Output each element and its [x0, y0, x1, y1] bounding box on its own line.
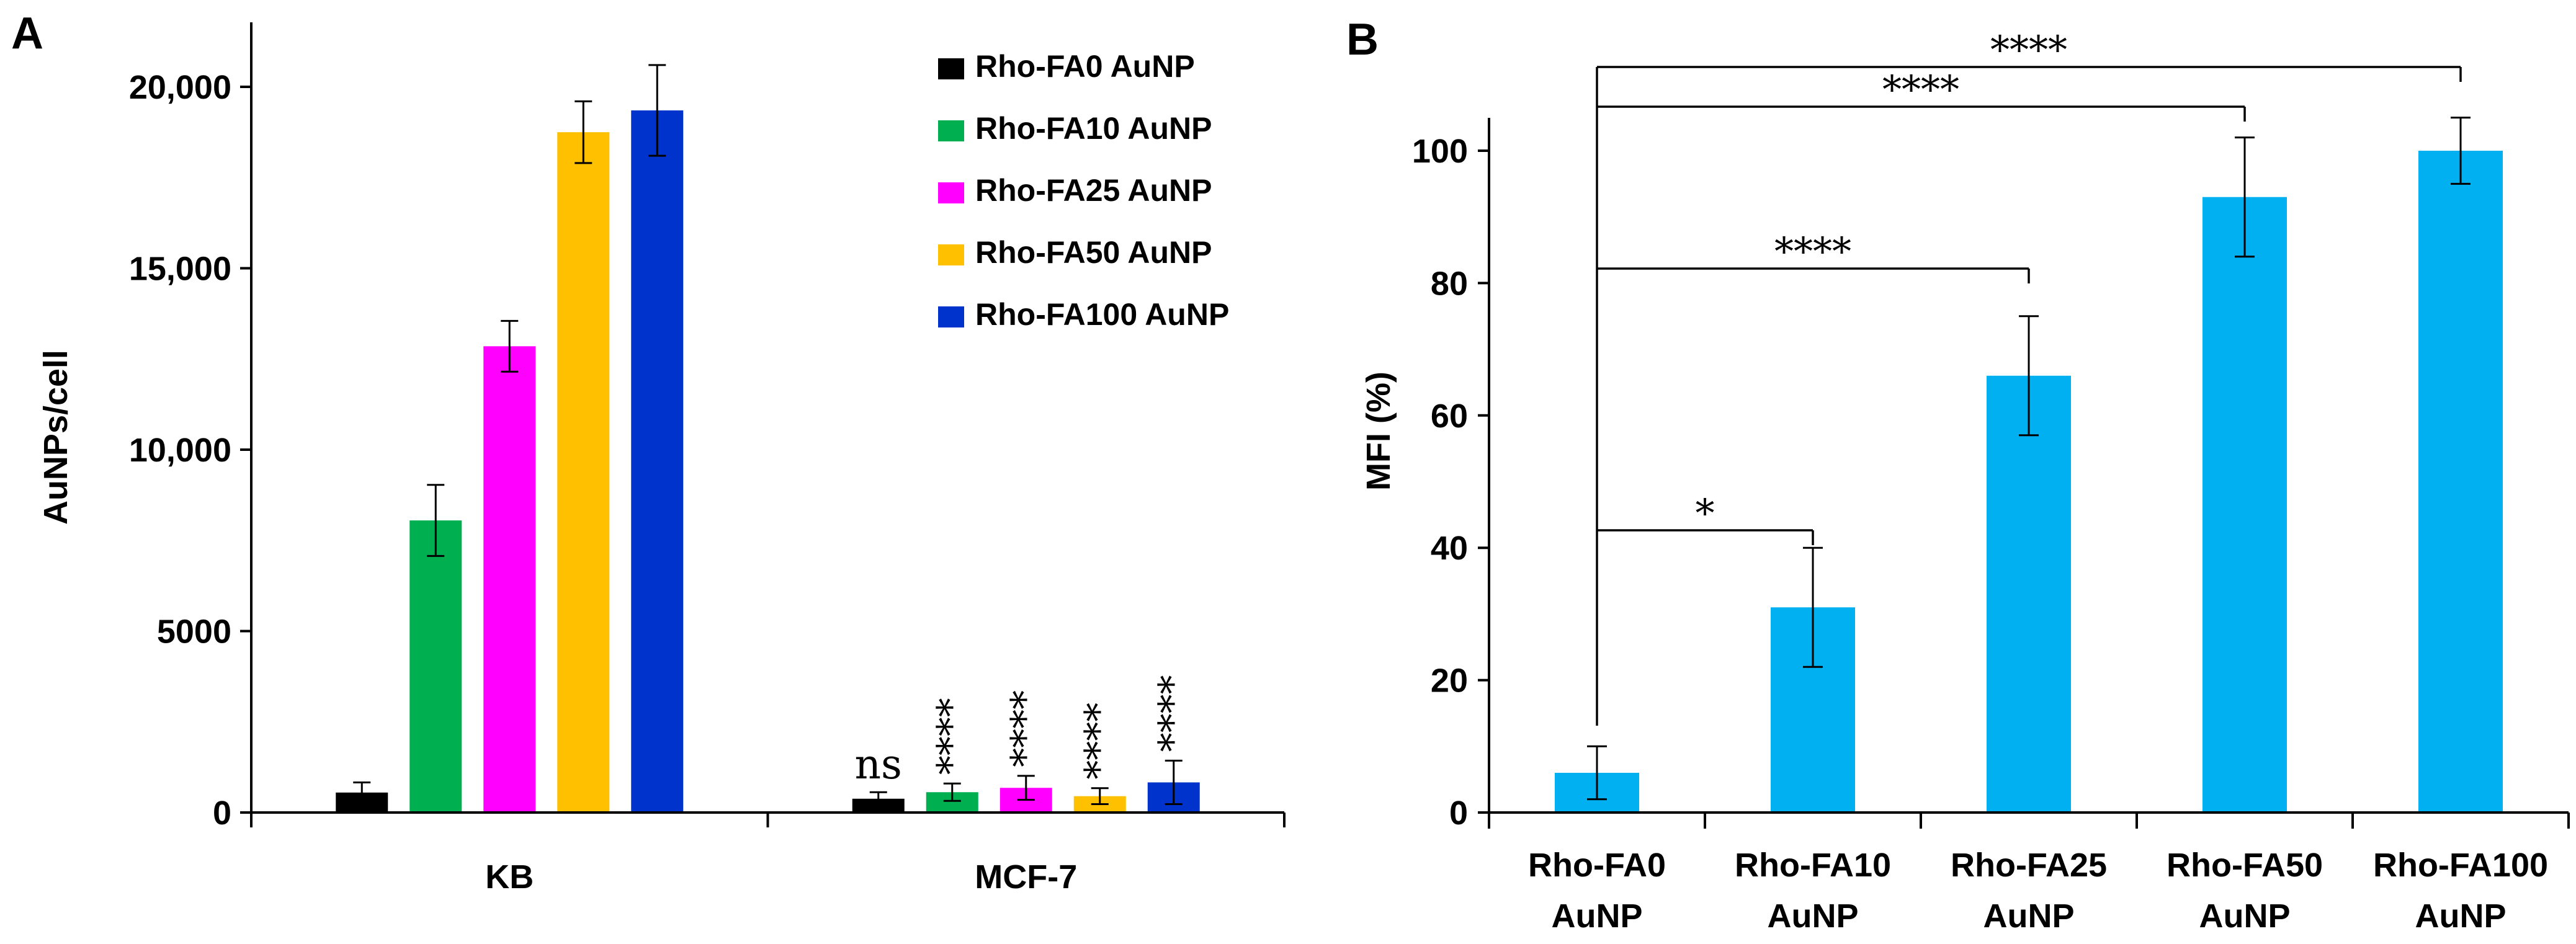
panel-label-b: B [1346, 15, 1379, 65]
x-tick-label: Rho-FA100 [2373, 847, 2548, 884]
legend-label: Rho-FA50 AuNP [975, 235, 1212, 270]
x-tick-label: AuNP [2199, 897, 2291, 935]
significance-label: **** [1990, 27, 2067, 73]
x-tick-label: Rho-FA0 [1528, 847, 1666, 884]
x-tick-label: AuNP [2415, 897, 2507, 935]
legend-label: Rho-FA100 AuNP [975, 297, 1229, 332]
x-axis-labels: Rho-FA0 AuNP Rho-FA10 AuNP Rho-FA25 AuNP Rho-F… [1528, 847, 2548, 935]
bar [631, 110, 684, 813]
significance-label: **** [1774, 229, 1851, 274]
legend-label: Rho-FA10 AuNP [975, 111, 1212, 146]
legend-swatch [938, 58, 964, 79]
annotation-text: **** [929, 698, 974, 775]
bars [1555, 117, 2503, 813]
y-tick-label: 0 [213, 795, 231, 832]
bar [557, 132, 610, 813]
annotation-text: **** [1150, 675, 1196, 752]
y-axis-ticks: 0 5000 10,000 15,000 20,000 [129, 69, 251, 832]
y-tick-label: 60 [1431, 398, 1468, 435]
significance-label: * [1696, 491, 1715, 536]
bar [483, 346, 536, 813]
bars [336, 64, 1200, 813]
annotation-text: **** [1076, 703, 1122, 780]
x-tick-label: Rho-FA50 [2167, 847, 2323, 884]
axes [1488, 118, 2570, 829]
y-axis-title: AuNPs/cell [37, 350, 74, 525]
y-tick-label: 20,000 [129, 69, 231, 106]
x-tick-label: KB [485, 858, 534, 896]
y-axis-ticks: 0 20 40 60 80 100 [1412, 133, 1489, 832]
y-tick-label: 20 [1431, 662, 1468, 700]
x-tick-label: AuNP [1983, 897, 2075, 935]
bar [2203, 197, 2287, 813]
x-axis-labels: KB MCF-7 [485, 858, 1077, 896]
chart-panel-a: A AuNPs/cell 0 5000 10,000 15,000 20,000 KB M… [11, 9, 1286, 896]
x-tick-label: AuNP [1768, 897, 1859, 935]
legend-swatch [938, 306, 964, 327]
significance-brackets: ************* [1596, 27, 2462, 726]
significance-label: **** [1882, 67, 1959, 112]
y-tick-label: 5000 [157, 613, 231, 651]
annotation-text: ns [855, 741, 902, 788]
legend-swatch [938, 244, 964, 265]
legend-label: Rho-FA25 AuNP [975, 173, 1212, 208]
y-tick-label: 40 [1431, 530, 1468, 567]
annotation-text: **** [1003, 690, 1048, 767]
panel-label-a: A [11, 9, 43, 58]
x-tick-label: Rho-FA25 [1951, 847, 2107, 884]
bar [1987, 375, 2071, 813]
axes [250, 22, 1286, 827]
y-axis-title: MFI (%) [1360, 372, 1397, 491]
legend: Rho-FA0 AuNP Rho-FA10 AuNP Rho-FA25 AuNP Rh… [938, 49, 1229, 332]
y-tick-label: 100 [1412, 133, 1468, 170]
significance-annotations: ns **** **** **** **** [855, 675, 1196, 788]
bar [409, 520, 462, 813]
y-tick-label: 15,000 [129, 251, 231, 288]
bar [2418, 151, 2503, 813]
y-tick-label: 10,000 [129, 432, 231, 469]
legend-swatch [938, 120, 964, 141]
x-tick-label: AuNP [1552, 897, 1643, 935]
x-tick-label: MCF-7 [975, 858, 1077, 896]
y-tick-label: 0 [1449, 795, 1468, 832]
legend-label: Rho-FA0 AuNP [975, 49, 1195, 84]
x-tick-label: Rho-FA10 [1735, 847, 1891, 884]
legend-swatch [938, 182, 964, 203]
y-tick-label: 80 [1431, 265, 1468, 302]
